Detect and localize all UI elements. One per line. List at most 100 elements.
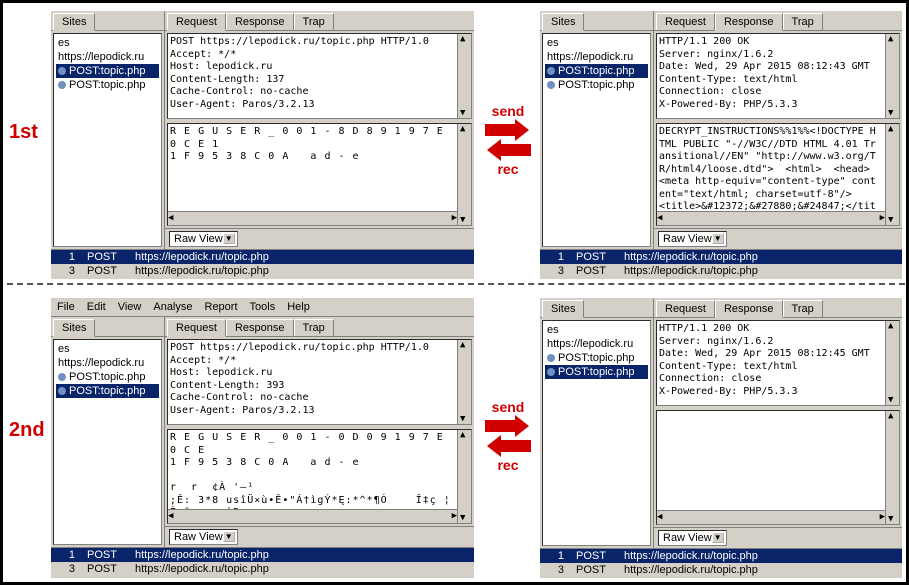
- send-label: send: [478, 399, 538, 415]
- tab-trap[interactable]: Trap: [783, 13, 823, 30]
- tab-sites[interactable]: Sites: [542, 13, 584, 31]
- raw-view-bar: Raw View: [165, 526, 474, 547]
- menu-tools[interactable]: Tools: [250, 301, 276, 313]
- tab-request[interactable]: Request: [167, 319, 226, 337]
- table-row[interactable]: 3 POST https://lepodick.ru/topic.php: [51, 562, 474, 576]
- tree-item[interactable]: POST:topic.php: [545, 351, 648, 365]
- scrollbar-h[interactable]: [657, 211, 885, 225]
- sites-tree[interactable]: es https://lepodick.ru POST:topic.php PO…: [53, 339, 162, 545]
- history-table[interactable]: 1 POST https://lepodick.ru/topic.php 3 P…: [540, 548, 902, 577]
- menu-edit[interactable]: Edit: [87, 301, 106, 313]
- tree-host[interactable]: https://lepodick.ru: [56, 356, 159, 370]
- tree-root[interactable]: es: [545, 36, 648, 50]
- tab-response[interactable]: Response: [226, 319, 294, 336]
- label-1st: 1st: [9, 121, 38, 144]
- tree-item-label: POST:topic.php: [558, 79, 634, 91]
- tree-item[interactable]: POST:topic.php: [545, 365, 648, 379]
- rec-label: rec: [478, 161, 538, 177]
- menu-help[interactable]: Help: [287, 301, 310, 313]
- tab-sites[interactable]: Sites: [53, 13, 95, 31]
- tab-response[interactable]: Response: [715, 300, 783, 318]
- response-header-area[interactable]: HTTP/1.1 200 OK Server: nginx/1.6.2 Date…: [656, 320, 900, 406]
- tab-request[interactable]: Request: [656, 300, 715, 317]
- tree-root[interactable]: es: [56, 36, 159, 50]
- arrow-left-icon: [485, 437, 531, 455]
- tree-root[interactable]: es: [545, 323, 648, 337]
- tree-root[interactable]: es: [56, 342, 159, 356]
- view-dropdown[interactable]: Raw View: [169, 231, 238, 247]
- row-num: 3: [540, 563, 570, 577]
- panel-2nd-request: File Edit View Analyse Report Tools Help…: [51, 298, 474, 578]
- scrollbar-v[interactable]: [885, 124, 899, 225]
- tab-trap[interactable]: Trap: [294, 319, 334, 336]
- scrollbar-h[interactable]: [168, 211, 457, 225]
- table-row[interactable]: 3 POST https://lepodick.ru/topic.php: [540, 264, 902, 278]
- row-method: POST: [81, 562, 129, 576]
- tab-trap[interactable]: Trap: [294, 13, 334, 30]
- tab-request[interactable]: Request: [167, 13, 226, 31]
- request-header-area[interactable]: POST https://lepodick.ru/topic.php HTTP/…: [167, 339, 472, 425]
- sites-tree[interactable]: es https://lepodick.ru POST:topic.php PO…: [542, 33, 651, 247]
- scrollbar-v[interactable]: [457, 340, 471, 424]
- table-row[interactable]: 1 POST https://lepodick.ru/topic.php: [51, 548, 474, 562]
- view-dropdown[interactable]: Raw View: [169, 529, 238, 545]
- arrow-right-icon: [485, 121, 531, 139]
- arrows-1: send rec: [478, 103, 538, 177]
- tree-host[interactable]: https://lepodick.ru: [545, 50, 648, 64]
- tree-host[interactable]: https://lepodick.ru: [56, 50, 159, 64]
- request-header-area[interactable]: POST https://lepodick.ru/topic.php HTTP/…: [167, 33, 472, 119]
- scrollbar-v[interactable]: [885, 34, 899, 118]
- arrows-2: send rec: [478, 399, 538, 473]
- menu-report[interactable]: Report: [205, 301, 238, 313]
- menu-view[interactable]: View: [118, 301, 142, 313]
- view-dropdown[interactable]: Raw View: [658, 530, 727, 546]
- tab-trap[interactable]: Trap: [783, 300, 823, 317]
- row-method: POST: [570, 250, 618, 264]
- tree-host[interactable]: https://lepodick.ru: [545, 337, 648, 351]
- history-table[interactable]: 1 POST https://lepodick.ru/topic.php 3 P…: [51, 249, 474, 278]
- rec-label: rec: [478, 457, 538, 473]
- table-row[interactable]: 3 POST https://lepodick.ru/topic.php: [540, 563, 902, 577]
- tab-sites[interactable]: Sites: [542, 300, 584, 318]
- scrollbar-h[interactable]: [657, 510, 885, 524]
- response-header-area[interactable]: HTTP/1.1 200 OK Server: nginx/1.6.2 Date…: [656, 33, 900, 119]
- sites-tree[interactable]: es https://lepodick.ru POST:topic.php PO…: [542, 320, 651, 546]
- tab-response[interactable]: Response: [715, 13, 783, 31]
- response-body-area[interactable]: DECRYPT_INSTRUCTIONS%%1%%<!DOCTYPE HTML …: [656, 123, 900, 226]
- menubar: File Edit View Analyse Report Tools Help: [51, 298, 474, 317]
- sites-tree[interactable]: es https://lepodick.ru POST:topic.php PO…: [53, 33, 162, 247]
- scrollbar-h[interactable]: [168, 509, 457, 523]
- menu-file[interactable]: File: [57, 301, 75, 313]
- tab-response[interactable]: Response: [226, 13, 294, 30]
- response-body-area[interactable]: [656, 410, 900, 525]
- tree-item[interactable]: POST:topic.php: [545, 64, 648, 78]
- table-row[interactable]: 1 POST https://lepodick.ru/topic.php: [51, 250, 474, 264]
- scrollbar-v[interactable]: [885, 411, 899, 524]
- view-dropdown[interactable]: Raw View: [658, 231, 727, 247]
- bullet-icon: [58, 67, 66, 75]
- tree-item[interactable]: POST:topic.php: [545, 78, 648, 92]
- bullet-icon: [547, 67, 555, 75]
- request-body-area[interactable]: R E G U S E R _ 0 0 1 - 0 D 0 9 1 9 7 E …: [167, 429, 472, 524]
- history-table[interactable]: 1 POST https://lepodick.ru/topic.php 3 P…: [540, 249, 902, 278]
- tree-item[interactable]: POST:topic.php: [56, 384, 159, 398]
- table-row[interactable]: 1 POST https://lepodick.ru/topic.php: [540, 549, 902, 563]
- tree-item[interactable]: POST:topic.php: [56, 78, 159, 92]
- scrollbar-v[interactable]: [457, 124, 471, 225]
- sites-pane: Sites es https://lepodick.ru POST:topic.…: [51, 317, 165, 547]
- tab-sites[interactable]: Sites: [53, 319, 95, 337]
- tree-item[interactable]: POST:topic.php: [56, 64, 159, 78]
- request-pane: Request Response Trap POST https://lepod…: [165, 11, 474, 249]
- request-body-area[interactable]: R E G U S E R _ 0 0 1 - 8 D 8 9 1 9 7 E …: [167, 123, 472, 226]
- tree-item[interactable]: POST:topic.php: [56, 370, 159, 384]
- menu-analyse[interactable]: Analyse: [153, 301, 192, 313]
- tab-request[interactable]: Request: [656, 13, 715, 30]
- history-table[interactable]: 1 POST https://lepodick.ru/topic.php 3 P…: [51, 547, 474, 576]
- scrollbar-v[interactable]: [457, 34, 471, 118]
- panel-1st-response: Sites es https://lepodick.ru POST:topic.…: [540, 11, 902, 279]
- scrollbar-v[interactable]: [457, 430, 471, 523]
- table-row[interactable]: 3 POST https://lepodick.ru/topic.php: [51, 264, 474, 278]
- table-row[interactable]: 1 POST https://lepodick.ru/topic.php: [540, 250, 902, 264]
- scrollbar-v[interactable]: [885, 321, 899, 405]
- row-method: POST: [570, 264, 618, 278]
